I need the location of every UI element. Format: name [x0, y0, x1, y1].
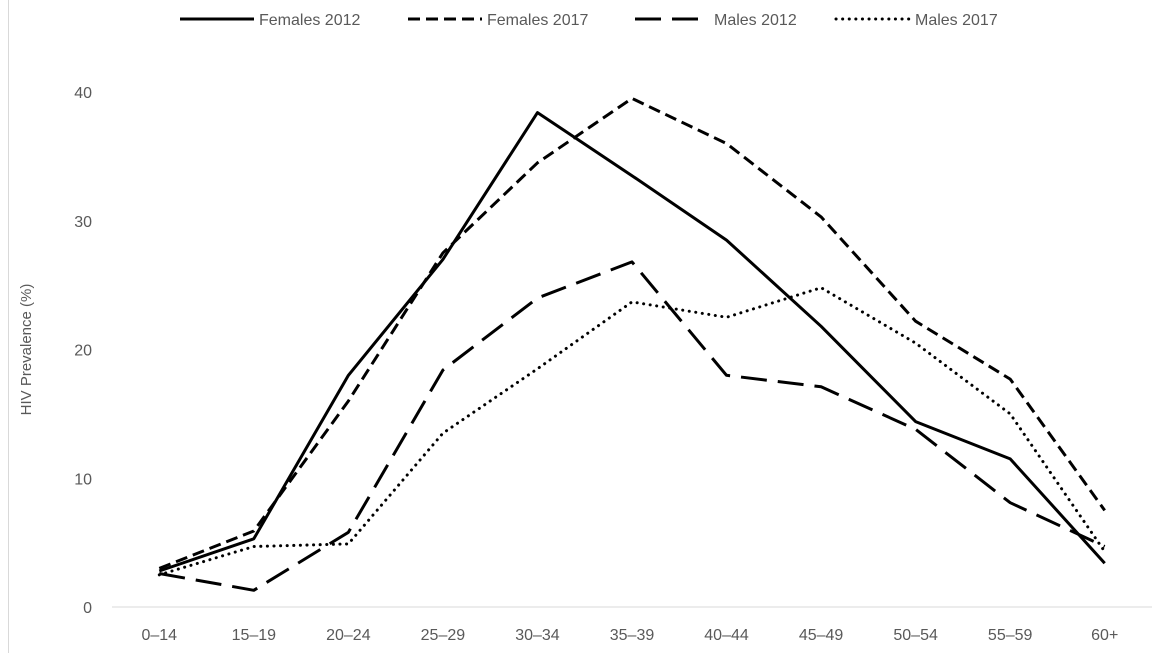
- x-tick-label: 50–54: [893, 627, 938, 644]
- series-line-females-2017: [158, 96, 1106, 570]
- legend-label: Males 2017: [915, 12, 998, 29]
- x-tick-label: 60+: [1091, 627, 1118, 644]
- y-tick-label: 0: [83, 600, 92, 617]
- x-tick-label: 45–49: [799, 627, 844, 644]
- x-tick-label: 0–14: [141, 627, 177, 644]
- x-tick-label: 20–24: [326, 627, 371, 644]
- y-tick-label: 10: [74, 471, 92, 488]
- chart-border: [8, 0, 9, 653]
- x-tick-label: 55–59: [988, 627, 1033, 644]
- x-tick-label: 40–44: [704, 627, 749, 644]
- x-tick-label: 25–29: [421, 627, 466, 644]
- legend-label: Females 2017: [487, 12, 588, 29]
- series-line-males-2012: [159, 260, 1106, 592]
- legend-label: Males 2012: [714, 12, 797, 29]
- x-tick-label: 15–19: [232, 627, 277, 644]
- y-tick-label: 20: [74, 343, 92, 360]
- x-tick-label: 30–34: [515, 627, 560, 644]
- legend-label: Females 2012: [259, 12, 360, 29]
- y-tick-label: 30: [74, 214, 92, 231]
- y-tick-label: 40: [74, 85, 92, 102]
- series-line-males-2017: [157, 286, 1107, 577]
- x-tick-label: 35–39: [610, 627, 655, 644]
- y-axis-title: HIV Prevalence (%): [18, 284, 35, 416]
- series-line-females-2012: [158, 111, 1106, 573]
